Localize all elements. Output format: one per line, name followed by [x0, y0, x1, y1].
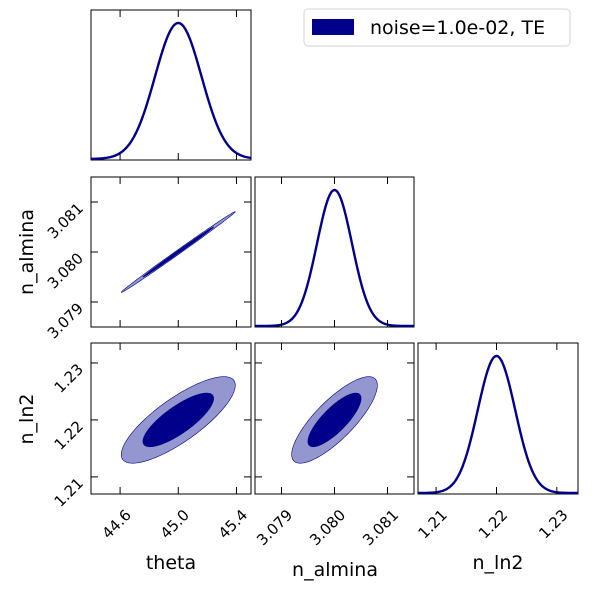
x-tick-label: 3.079	[253, 506, 296, 549]
panel-frame-n_almina	[254, 176, 415, 328]
x-tick-label: 1.21	[415, 506, 451, 542]
contour-68-theta-n_ln2	[142, 392, 214, 448]
x-tick-label: 45.0	[157, 506, 193, 542]
panel-frame-n_ln2	[417, 342, 579, 495]
x-tick-label: 3.081	[359, 506, 402, 549]
legend-frame	[303, 8, 571, 47]
x-tick-label: 1.22	[475, 506, 511, 542]
contour-68-theta-n_almina	[142, 226, 214, 278]
panel-frame-theta-n_almina	[90, 176, 252, 328]
x-tick-label: 3.080	[306, 506, 349, 549]
marginal-curve-n_ln2	[418, 354, 578, 495]
y-tick-label: 1.23	[51, 360, 87, 396]
y-tick-label: 3.079	[44, 299, 87, 342]
marginal-curve-n_almina	[254, 188, 415, 328]
contour-68-n_almina-n_ln2	[307, 392, 362, 448]
legend: noise=1.0e-02, TE	[303, 8, 571, 47]
x-tick-label: 44.6	[98, 506, 134, 542]
y-axis-label-n_almina: n_almina	[16, 209, 38, 295]
x-axis-label-n_almina: n_almina	[292, 559, 378, 581]
y-tick-label: 1.22	[51, 417, 87, 453]
y-tick-label: 3.081	[44, 199, 87, 242]
legend-label: noise=1.0e-02, TE	[370, 17, 545, 39]
panel-frame-theta	[90, 9, 252, 161]
panel-frame-theta-n_ln2	[90, 342, 252, 495]
y-tick-label: 1.21	[51, 474, 87, 510]
x-tick-label: 1.23	[535, 506, 571, 542]
y-tick-label: 3.080	[44, 249, 87, 292]
x-tick-label: 45.4	[215, 506, 251, 542]
x-axis-label-n_ln2: n_ln2	[473, 552, 524, 574]
marginal-curve-theta	[90, 21, 252, 161]
legend-swatch	[312, 19, 354, 35]
y-axis-label-n_ln2: n_ln2	[16, 394, 38, 445]
panels-layer: 44.6 45.0 45.4 3.079 3.080 3.081 1.21 1.22 1.233…	[16, 9, 579, 581]
x-axis-label-theta: theta	[146, 552, 196, 574]
